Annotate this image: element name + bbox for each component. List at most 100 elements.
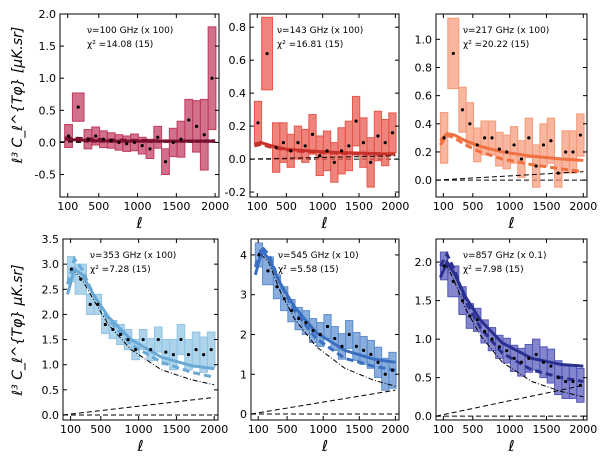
data-point [475, 143, 479, 147]
y-tick-label: 2.0 [415, 256, 433, 269]
data-point [556, 376, 560, 380]
y-tick-label: 0.0 [229, 153, 247, 166]
y-tick-label: 0.2 [415, 146, 433, 159]
data-point [171, 140, 175, 145]
panel-frequency-label: ν=100 GHz (x 100) [87, 26, 173, 36]
y-tick-label: 0.0 [415, 410, 433, 423]
data-point [69, 267, 73, 271]
data-point [289, 149, 293, 153]
data-point [275, 285, 279, 289]
data-point [209, 348, 213, 352]
data-point [156, 337, 160, 342]
panel-frame [59, 13, 220, 198]
y-tick-label: 1.5 [42, 334, 60, 347]
panel-frequency-label: ν=545 GHz (x 10) [278, 251, 359, 261]
data-point [179, 137, 183, 141]
y-tick-label: 2 [240, 328, 247, 341]
y-axis-label-top: ℓ³ C_ℓ^{Tφ} [μK.sr] [10, 27, 26, 165]
data-point [460, 108, 465, 112]
data-point [111, 327, 115, 332]
y-tick-label: 1.0 [42, 359, 60, 372]
x-axis-label: ℓ [320, 214, 327, 232]
clustering-line [439, 264, 584, 398]
model-line [439, 258, 584, 368]
y-tick-label: 2.5 [42, 283, 60, 296]
plot-area [250, 16, 399, 188]
y-tick-label: 2.0 [42, 308, 60, 321]
y-tick-label: 0.2 [229, 120, 247, 133]
y-tick-label: 0.4 [415, 118, 433, 131]
data-point [179, 337, 183, 342]
data-point [66, 134, 71, 138]
x-tick-label: 2000 [200, 423, 228, 436]
y-tick-label: 0.8 [415, 61, 433, 74]
panel-frequency-label: ν=217 GHz (x 100) [463, 26, 549, 36]
data-point [369, 352, 373, 356]
data-point [390, 131, 395, 135]
x-tick-label: 500 [276, 200, 297, 213]
data-point [512, 143, 516, 147]
data-point [117, 140, 121, 145]
x-tick-label: 1500 [532, 423, 560, 436]
clustering-line [67, 270, 215, 386]
data-point [468, 122, 472, 126]
y-tick-label: 4 [240, 249, 247, 262]
data-point [519, 157, 524, 161]
y-tick-label: -0.2 [225, 186, 246, 199]
data-point [571, 150, 575, 154]
x-tick-label: 1500 [345, 200, 373, 213]
y-tick-label: 0.6 [229, 54, 247, 67]
data-point [527, 356, 531, 360]
data-point [376, 360, 380, 364]
data-point [88, 302, 92, 306]
panel-chi2-label: χ² =16.81 (15) [277, 40, 343, 50]
shot-noise-line [250, 155, 396, 160]
data-point [86, 137, 90, 141]
data-point [103, 322, 107, 327]
data-point [109, 138, 113, 143]
y-tick-label: 1.0 [39, 72, 57, 85]
x-axis-label: ℓ [507, 437, 514, 455]
y-tick-label: 0.4 [229, 87, 247, 100]
x-axis-label: ℓ [135, 214, 142, 232]
data-point [118, 332, 123, 337]
shot-noise-line [436, 384, 584, 417]
data-point [266, 269, 270, 273]
data-point [354, 119, 358, 123]
y-tick-label: 2.0 [39, 8, 57, 21]
data-point [564, 150, 568, 154]
x-tick-label: 1000 [125, 423, 153, 436]
data-point [578, 383, 582, 387]
data-point [79, 277, 83, 281]
data-point [164, 350, 168, 354]
data-point [194, 348, 198, 352]
plot-area [436, 17, 587, 188]
data-point [451, 51, 455, 56]
y-tick-label: 0.0 [415, 174, 433, 187]
x-tick-label: 1000 [496, 423, 524, 436]
data-point [564, 379, 568, 384]
data-point [265, 51, 269, 56]
y-tick-label: 0 [240, 408, 247, 421]
data-point [282, 297, 286, 301]
panel-frame [62, 238, 219, 421]
x-tick-label: 100 [247, 200, 268, 213]
panel-frame [249, 13, 400, 198]
data-point [369, 160, 373, 164]
panel-chi2-label: χ² =20.22 (15) [463, 40, 529, 50]
model-dashed-line [439, 251, 584, 383]
x-tick-label: 2000 [201, 200, 229, 213]
y-tick-label: 0.8 [229, 21, 247, 34]
data-point [497, 147, 501, 151]
data-point [451, 279, 455, 283]
data-point [94, 134, 98, 138]
x-tick-label: 1500 [532, 200, 560, 213]
x-tick-label: 1000 [496, 200, 524, 213]
x-axis-label: ℓ [136, 437, 143, 455]
data-point [194, 124, 199, 128]
y-tick-label: 0.0 [39, 136, 57, 149]
data-point [202, 353, 206, 357]
chart-panel-6: 0.0 0.5 1.0 1.5 2.0 100 500 1000 1500 2000 ℓ ν=857 … [415, 238, 597, 455]
data-point [361, 140, 365, 145]
data-point [442, 136, 446, 140]
